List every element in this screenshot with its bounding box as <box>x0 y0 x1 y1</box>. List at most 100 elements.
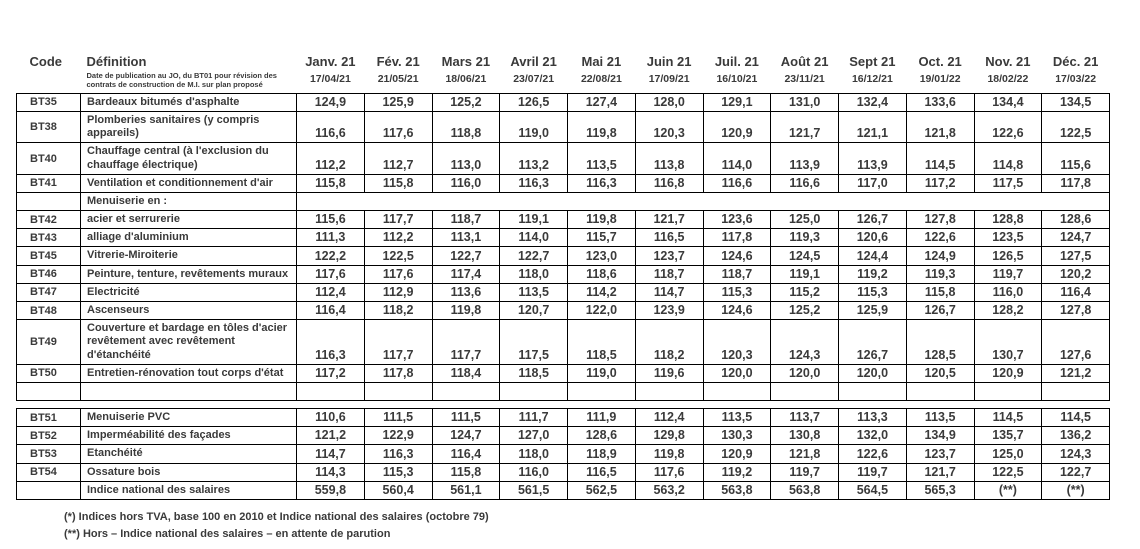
cell-value: 114,0 <box>702 142 772 175</box>
cell-value: 123,5 <box>973 228 1043 248</box>
month-label: Mai 21 <box>581 54 622 69</box>
cell-value <box>1041 381 1110 401</box>
cell-value: 115,8 <box>905 282 975 303</box>
cell-value: 127,4 <box>567 92 636 112</box>
cell-value: 111,7 <box>499 407 568 428</box>
cell-value: 125,2 <box>431 92 501 112</box>
cell-value: 134,4 <box>973 92 1043 112</box>
cell-value: 562,5 <box>567 480 636 500</box>
cell-value: 124,5 <box>770 246 839 266</box>
cell-definition: Etanchéité <box>80 444 297 464</box>
cell-value: 114,5 <box>905 142 975 175</box>
cell-definition: Indice national des salaires <box>80 480 297 500</box>
footnote-single-star: (*) Indices hors TVA, base 100 en 2010 e… <box>64 510 489 523</box>
cell-value <box>499 381 568 401</box>
cell-value: 123,9 <box>634 300 704 321</box>
publication-date: 23/11/21 <box>784 73 825 85</box>
cell-value: 115,8 <box>296 173 365 193</box>
cell-value: 127,0 <box>499 426 568 446</box>
cell-value: 116,6 <box>770 173 839 193</box>
cell-value: 118,8 <box>431 110 501 144</box>
cell-value: 116,0 <box>973 282 1043 303</box>
table-body-section-2: BT51 Menuiserie PVC 110,6 111,5 111,5 111,7… <box>16 407 1110 500</box>
cell-value: 122,6 <box>973 110 1043 144</box>
cell-definition: Plomberies sanitaires (y compris apparei… <box>80 110 297 144</box>
column-header-month: Mars 21 18/06/21 <box>432 54 500 94</box>
cell-value <box>973 381 1043 401</box>
cell-value: 119,7 <box>770 462 839 482</box>
cell-value: 115,6 <box>296 210 365 230</box>
cell-value: 119,3 <box>770 228 839 248</box>
cell-value: 118,5 <box>499 363 568 383</box>
cell-value: 119,7 <box>838 462 907 482</box>
cell-value: 122,5 <box>363 246 433 266</box>
footnote-double-star: (**) Hors – Indice national des salaires… <box>64 527 391 540</box>
cell-value: 127,8 <box>1041 300 1110 321</box>
cell-value: 114,0 <box>499 228 568 248</box>
cell-value: 123,7 <box>634 246 704 266</box>
cell-value <box>431 381 501 401</box>
cell-value: 118,7 <box>431 210 501 230</box>
cell-value: 115,2 <box>770 282 839 303</box>
cell-value: 122,5 <box>1041 110 1110 144</box>
cell-definition: Ventilation et conditionnement d'air <box>80 173 297 193</box>
column-header-month: Oct. 21 19/01/22 <box>906 54 974 94</box>
cell-value: 124,3 <box>770 319 839 365</box>
cell-value: 119,8 <box>634 444 704 464</box>
cell-value: 122,7 <box>1041 462 1110 482</box>
cell-value: 120,6 <box>838 228 907 248</box>
cell-value: 125,9 <box>838 300 907 321</box>
cell-value: 116,3 <box>499 173 568 193</box>
cell-value: 115,7 <box>567 228 636 248</box>
cell-value: 116,3 <box>567 173 636 193</box>
cell-value: 561,5 <box>499 480 568 500</box>
cell-value: 113,5 <box>567 142 636 175</box>
definition-note: Date de publication au JO, du BT01 pour … <box>86 71 277 90</box>
cell-value: 117,8 <box>702 228 772 248</box>
cell-value: 117,6 <box>296 264 365 284</box>
cell-definition: Couverture et bardage en tôles d'acier r… <box>80 319 297 365</box>
cell-value: 117,5 <box>499 319 568 365</box>
cell-definition: Ossature bois <box>80 462 297 482</box>
cell-value: 116,8 <box>634 173 704 193</box>
cell-value: 123,0 <box>567 246 636 266</box>
cell-value: 120,3 <box>634 110 704 144</box>
cell-value: 121,8 <box>770 444 839 464</box>
cell-value: 117,7 <box>363 210 433 230</box>
cell-value: 116,3 <box>363 444 433 464</box>
cell-value: 113,3 <box>838 407 907 428</box>
cell-value: 119,8 <box>567 110 636 144</box>
cell-value: 116,6 <box>702 173 772 193</box>
section-gap <box>16 400 1110 408</box>
publication-date: 16/12/21 <box>851 73 893 85</box>
cell-value: 564,5 <box>838 480 907 500</box>
column-header-month: Avril 21 23/07/21 <box>499 54 568 94</box>
cell-value: 122,2 <box>296 246 365 266</box>
cell-code: BT42 <box>16 210 81 230</box>
cell-value: 114,3 <box>296 462 365 482</box>
cell-value: 116,0 <box>499 462 568 482</box>
table-row: BT51 Menuiserie PVC 110,6 111,5 111,5 111,7… <box>16 407 1110 428</box>
cell-value: 121,7 <box>905 462 975 482</box>
cell-value: 117,6 <box>634 462 704 482</box>
cell-definition: Bardeaux bitumés d'asphalte <box>80 92 297 112</box>
cell-value: 119,2 <box>702 462 772 482</box>
publication-date: 23/07/21 <box>513 73 555 85</box>
cell-value: 126,7 <box>905 300 975 321</box>
definition-label: Définition <box>86 54 147 69</box>
publication-date: 17/09/21 <box>648 73 690 85</box>
cell-value: 560,4 <box>363 480 433 500</box>
column-header-month: Mai 21 22/08/21 <box>567 54 636 94</box>
publication-date: 16/10/21 <box>716 73 758 85</box>
cell-code: BT41 <box>16 173 81 193</box>
cell-value: 118,0 <box>499 264 568 284</box>
cell-value: 115,6 <box>1041 142 1110 175</box>
cell-value: 115,8 <box>431 462 501 482</box>
table-row: BT35 Bardeaux bitumés d'asphalte 124,9 12… <box>16 92 1110 112</box>
cell-value: 116,6 <box>296 110 365 144</box>
cell-value: 117,6 <box>363 264 433 284</box>
cell-value: 111,5 <box>363 407 433 428</box>
cell-value: 126,7 <box>838 319 907 365</box>
cell-definition: Vitrerie-Miroiterie <box>80 246 297 266</box>
cell-value: 114,8 <box>973 142 1043 175</box>
